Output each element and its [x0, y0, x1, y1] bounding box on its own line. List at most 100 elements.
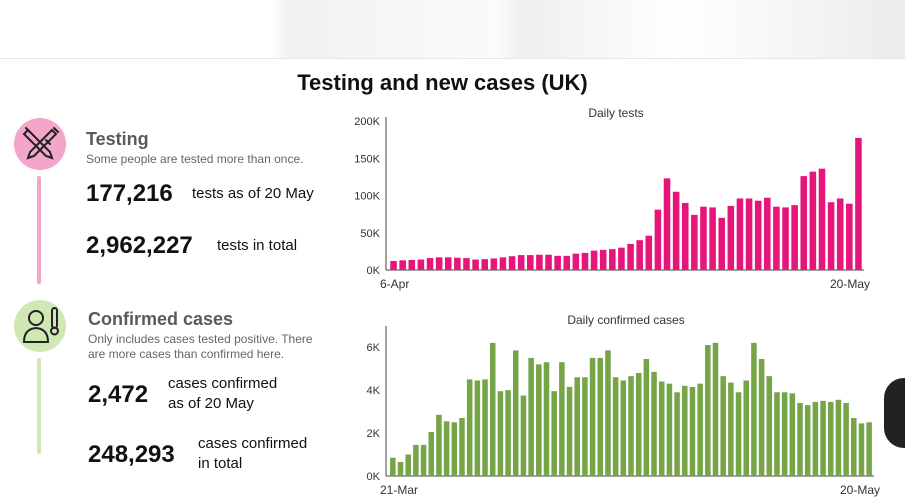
bar	[490, 258, 498, 270]
bar	[605, 350, 611, 476]
testing-description: Some people are tested more than once.	[86, 152, 304, 166]
bar	[636, 240, 643, 270]
bar	[513, 350, 519, 476]
bar	[620, 380, 627, 476]
cases-description-line-2: are more cases than confirmed here.	[88, 347, 285, 361]
bar	[712, 342, 719, 476]
bar	[681, 202, 689, 270]
bar	[651, 371, 657, 476]
test-tubes-icon	[22, 127, 59, 160]
cases-chart-title: Daily confirmed cases	[567, 313, 685, 327]
bar	[751, 342, 757, 476]
bar	[399, 260, 406, 270]
bar	[566, 386, 573, 476]
bar	[705, 345, 711, 476]
bar	[666, 383, 673, 476]
bar	[543, 362, 550, 476]
bar	[789, 393, 796, 476]
cases-latest-label: cases confirmed as of 20 May	[168, 374, 277, 414]
testing-timeline-line	[37, 176, 41, 284]
bar	[420, 444, 427, 476]
bar	[582, 377, 588, 476]
cases-heading: Confirmed cases	[88, 309, 234, 329]
bar	[735, 392, 742, 476]
cases-description: Only includes cases tested positive. The…	[88, 332, 313, 362]
bar	[809, 171, 817, 270]
bar	[835, 399, 842, 476]
bar	[459, 418, 465, 476]
bar	[855, 137, 862, 270]
tests-latest-label: tests as of 20 May	[192, 185, 314, 202]
bar	[728, 382, 734, 476]
bar	[443, 421, 450, 476]
bar	[508, 256, 516, 270]
bar	[627, 243, 634, 270]
person-thermometer-icon	[22, 307, 59, 343]
bar	[851, 418, 857, 476]
bar	[463, 258, 470, 270]
bar	[527, 255, 534, 270]
bar	[413, 444, 419, 476]
bar	[781, 392, 788, 476]
bar	[682, 385, 688, 476]
bar	[426, 258, 434, 270]
bar	[497, 391, 504, 476]
bar	[499, 257, 507, 270]
bar	[745, 198, 753, 270]
bar	[405, 454, 411, 476]
bar	[827, 202, 835, 270]
bar	[700, 206, 707, 270]
bar	[674, 392, 680, 476]
bar	[397, 462, 404, 476]
bar	[563, 255, 571, 270]
bar	[709, 207, 716, 270]
x-start-label: 6-Apr	[380, 277, 409, 291]
bar	[609, 249, 616, 270]
bar	[545, 254, 552, 270]
bar	[574, 377, 580, 476]
bar	[466, 379, 473, 476]
cases-total-label-line-1: cases confirmed	[198, 435, 308, 452]
bar	[551, 391, 557, 476]
bar	[417, 259, 425, 270]
bar	[654, 209, 662, 270]
bar	[643, 358, 650, 476]
bar	[691, 214, 698, 270]
bar	[658, 381, 665, 476]
bar	[818, 168, 826, 270]
tests-total-value: 2,962,227	[86, 232, 193, 259]
x-end-label: 20-May	[830, 277, 870, 291]
cases-total-value: 248,293	[88, 441, 175, 468]
bar	[766, 376, 773, 476]
page-title: Testing and new cases (UK)	[297, 70, 588, 95]
bar	[454, 257, 461, 270]
bar	[858, 423, 865, 476]
bar	[689, 386, 696, 476]
bar	[800, 176, 808, 270]
bar	[482, 379, 488, 476]
bar	[599, 249, 607, 270]
bar	[764, 197, 771, 270]
bar	[663, 178, 671, 270]
bar	[820, 400, 826, 476]
bar	[436, 414, 442, 476]
bar	[718, 217, 725, 270]
bar	[451, 422, 458, 476]
bar	[836, 198, 844, 270]
bar	[481, 259, 488, 270]
bar	[791, 205, 798, 270]
bar	[645, 235, 653, 270]
bar	[489, 342, 496, 476]
bar	[697, 383, 703, 476]
cases-latest-value: 2,472	[88, 381, 149, 408]
bar	[618, 247, 625, 270]
x-start-label: 21-Mar	[380, 483, 418, 497]
bar	[536, 364, 542, 476]
bar	[505, 390, 511, 476]
bar	[444, 257, 452, 270]
bar	[536, 254, 543, 270]
tests-latest-value: 177,216	[86, 180, 173, 207]
y-tick-label: 50K	[360, 228, 380, 240]
bar	[720, 376, 726, 476]
bar	[797, 403, 803, 476]
